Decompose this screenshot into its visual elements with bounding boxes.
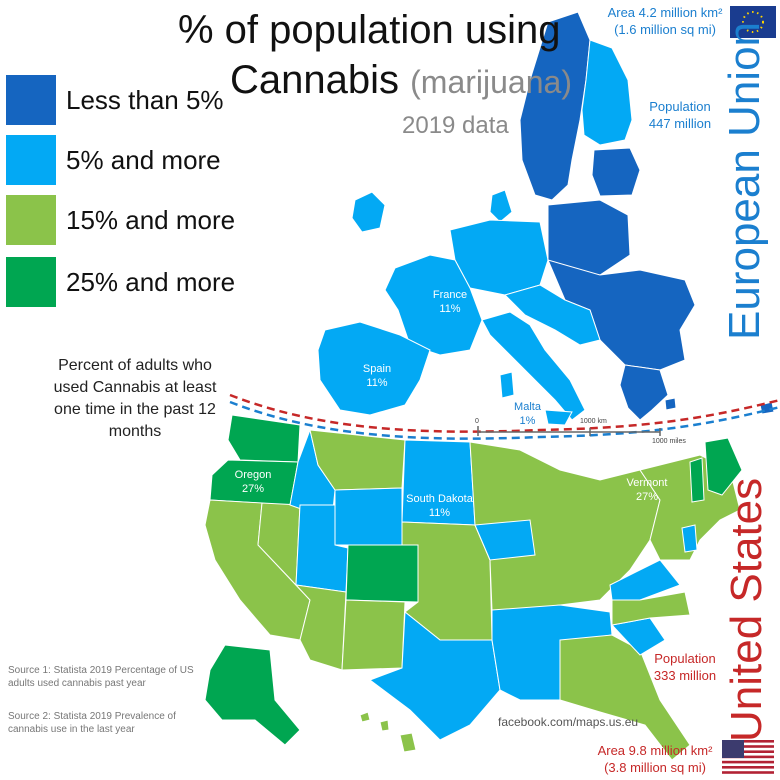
state-iowa bbox=[474, 519, 536, 561]
region-france bbox=[384, 254, 483, 356]
state-midwest bbox=[469, 441, 661, 611]
region-ireland bbox=[351, 191, 386, 233]
us-flag bbox=[722, 740, 774, 774]
label-spain-value: 11% bbox=[366, 377, 388, 389]
us-title: United States bbox=[722, 477, 771, 742]
region-baltics bbox=[591, 147, 641, 197]
state-colorado bbox=[345, 544, 419, 603]
legend-swatch bbox=[6, 75, 56, 125]
region-finland bbox=[581, 39, 633, 146]
legend-swatch bbox=[6, 195, 56, 245]
state-arizona bbox=[294, 584, 347, 671]
state-southeast bbox=[559, 634, 691, 761]
label-vermont-name: Vermont bbox=[626, 477, 668, 489]
us-area-line2: (3.8 million sq mi) bbox=[604, 760, 706, 775]
legend-item: 15% and more bbox=[6, 195, 235, 245]
title-main: Cannabis bbox=[230, 58, 400, 102]
label-malta-value: 1% bbox=[519, 415, 536, 427]
eu-population: Population 447 million bbox=[640, 98, 720, 132]
eu-flag bbox=[730, 6, 776, 38]
region-sardinia bbox=[499, 371, 515, 399]
scale-km: 1000 km bbox=[580, 418, 607, 425]
label-france: France 11% bbox=[425, 288, 475, 316]
label-malta: Malta 1% bbox=[505, 400, 550, 428]
label-oregon-value: 27% bbox=[241, 483, 265, 495]
legend-label: 15% and more bbox=[66, 205, 236, 235]
eu-pop-line2: 447 million bbox=[648, 116, 712, 131]
state-new-jersey bbox=[681, 524, 698, 553]
us-map bbox=[204, 414, 743, 761]
region-central bbox=[504, 284, 601, 346]
eu-title: European Union bbox=[720, 21, 769, 340]
us-pop-line1: Population bbox=[654, 651, 716, 666]
title-sub: (marijuana) bbox=[410, 64, 572, 100]
label-oregon: Oregon 27% bbox=[228, 468, 278, 496]
label-vermont-value: 27% bbox=[635, 491, 659, 503]
title-line1: % of population using bbox=[178, 8, 561, 52]
label-sd-value: 11% bbox=[428, 507, 451, 519]
state-texas bbox=[368, 611, 501, 741]
label-spain-name: Spain bbox=[362, 363, 392, 375]
scale-miles: 1000 miles bbox=[652, 438, 686, 445]
state-washington bbox=[227, 414, 301, 463]
region-sicily bbox=[544, 409, 573, 426]
divider bbox=[229, 393, 780, 440]
credit: facebook.com/maps.us.eu bbox=[498, 715, 639, 729]
state-vermont bbox=[689, 457, 705, 503]
eu-map bbox=[317, 11, 775, 426]
state-maine bbox=[704, 437, 743, 496]
legend-label: 25% and more bbox=[66, 267, 236, 297]
survey-note: Percent of adults who used Cannabis at l… bbox=[53, 357, 217, 440]
us-area-line1: Area 9.8 million km² bbox=[597, 743, 713, 758]
legend-swatch bbox=[6, 135, 56, 185]
label-france-value: 11% bbox=[439, 303, 461, 315]
source-2: Source 2: Statista 2019 Prevalence of ca… bbox=[8, 711, 176, 735]
legend-label: Less than 5% bbox=[66, 85, 224, 115]
state-new-mexico bbox=[341, 599, 406, 671]
region-spain bbox=[317, 321, 431, 416]
legend-item: 5% and more bbox=[6, 135, 226, 185]
label-malta-name: Malta bbox=[514, 401, 541, 413]
us-population: Population 333 million bbox=[640, 650, 730, 684]
label-sd-name: South Dakota bbox=[406, 493, 473, 505]
region-greece bbox=[619, 364, 669, 421]
state-hawaii bbox=[359, 711, 417, 753]
eu-area-line2: (1.6 million sq mi) bbox=[614, 22, 716, 37]
legend-label: 5% and more bbox=[66, 145, 221, 175]
us-area: Area 9.8 million km² (3.8 million sq mi) bbox=[590, 742, 720, 776]
region-denmark bbox=[489, 189, 513, 223]
label-oregon-name: Oregon bbox=[234, 469, 272, 481]
state-alaska bbox=[204, 644, 301, 746]
title-year: 2019 data bbox=[402, 112, 509, 139]
title-line2: Cannabis (marijuana) bbox=[230, 58, 572, 104]
us-pop-line2: 333 million bbox=[653, 668, 717, 683]
eu-area: Area 4.2 million km² (1.6 million sq mi) bbox=[600, 4, 730, 38]
source-1: Source 1: Statista 2019 Percentage of US… bbox=[8, 665, 194, 689]
state-wyoming bbox=[334, 487, 403, 546]
label-france-name: France bbox=[432, 289, 468, 301]
state-virginia bbox=[609, 559, 681, 601]
legend-item: 25% and more bbox=[6, 257, 235, 307]
eu-pop-line1: Population bbox=[649, 99, 711, 114]
scale-bar bbox=[477, 426, 661, 436]
state-north-carolina bbox=[611, 591, 691, 626]
scale-zero: 0 bbox=[475, 418, 479, 425]
label-vermont: Vermont 27% bbox=[622, 476, 672, 504]
legend-swatch bbox=[6, 257, 56, 307]
legend-item: Less than 5% bbox=[6, 75, 226, 125]
eu-area-line1: Area 4.2 million km² bbox=[607, 5, 723, 20]
region-italy bbox=[481, 311, 586, 421]
label-spain: Spain 11% bbox=[352, 362, 402, 390]
label-south-dakota: South Dakota 11% bbox=[402, 492, 477, 520]
